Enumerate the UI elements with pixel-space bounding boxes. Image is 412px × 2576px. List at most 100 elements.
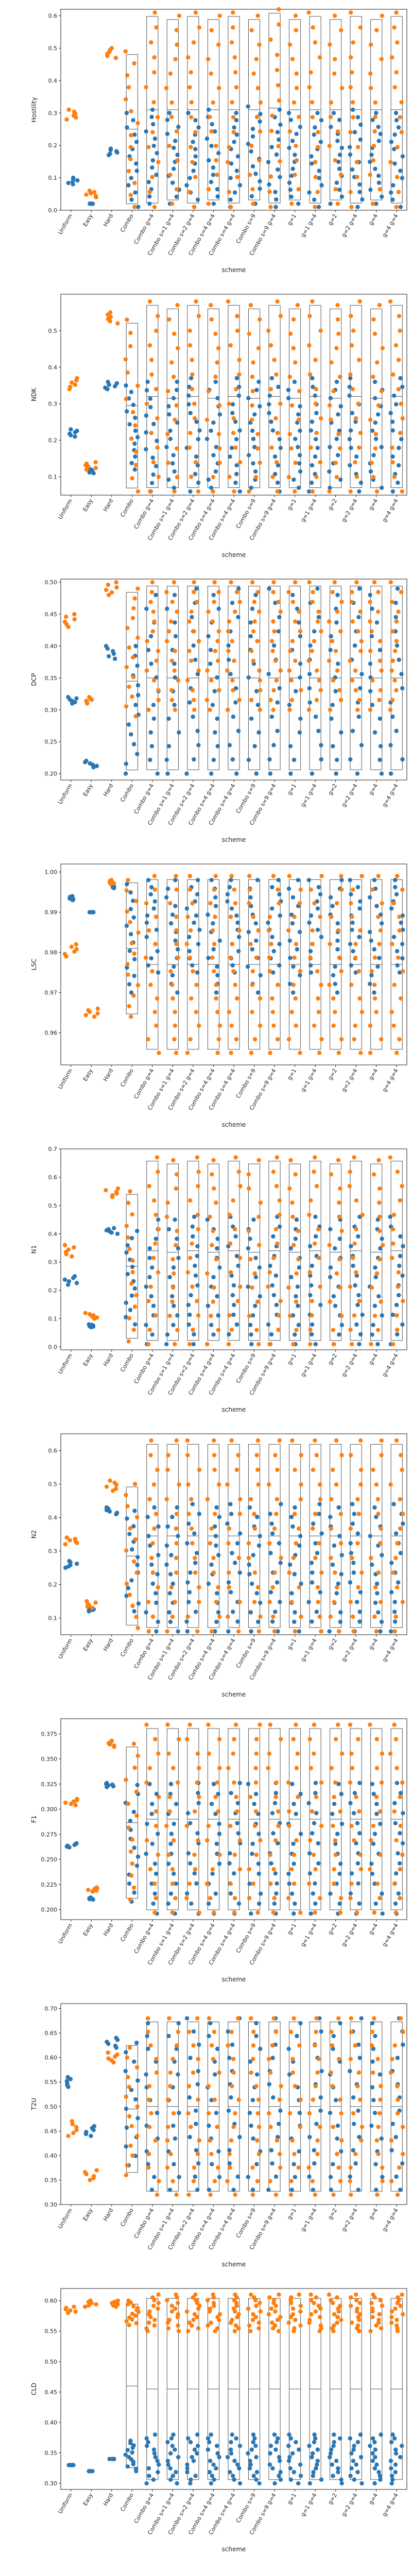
blue-point [266,160,271,164]
orange-point [368,2329,373,2333]
orange-point [308,1198,313,1203]
blue-point [246,757,251,762]
orange-point [268,1722,272,1727]
blue-point [258,187,262,191]
orange-point [174,914,179,919]
blue-point [310,1570,315,1575]
blue-point [125,882,129,887]
orange-point [391,1241,396,1246]
orange-point [66,1247,71,1252]
blue-point [292,379,297,384]
x-tick-label: Combo s=9 [235,213,257,245]
orange-point [355,2306,359,2311]
orange-point [258,317,262,322]
orange-point [267,1342,272,1347]
blue-point [348,428,353,433]
orange-point [277,2292,281,2297]
orange-point [214,143,218,148]
blue-point [214,1591,219,1596]
blue-point [170,2444,175,2448]
y-tick-label: 0.4 [48,77,58,84]
blue-point [191,140,195,144]
orange-point [354,1227,358,1232]
blue-point [330,1562,335,1567]
blue-point [168,2477,173,2482]
blue-point [230,411,235,415]
orange-point [296,187,301,192]
blue-point [129,461,134,466]
orange-point [389,1010,394,1014]
orange-point [187,955,193,960]
orange-point [209,1313,213,1318]
blue-point [135,1229,140,1233]
orange-point [211,1555,216,1561]
blue-point [273,1609,278,1614]
blue-point [209,2098,214,2103]
orange-point [156,1751,161,1756]
blue-point [335,990,340,995]
x-tick-label: Combo [119,1922,135,1943]
orange-point [288,2192,294,2197]
blue-point [307,700,312,705]
blue-point [177,2175,181,2179]
orange-point [156,2292,161,2297]
blue-point [254,2072,260,2077]
orange-point [124,1777,128,1782]
orange-point [356,2070,362,2075]
blue-point [339,878,344,883]
blue-point [124,383,128,388]
orange-point [208,2192,213,2197]
orange-point [276,2329,281,2333]
orange-point [255,1585,261,1590]
orange-point [269,2306,274,2311]
blue-point [232,2477,236,2482]
orange-point [254,2084,259,2089]
x-tick-label: g=4 [367,1067,379,1081]
orange-point [307,580,312,585]
orange-point [392,1809,397,1814]
blue-point [251,2473,256,2478]
orange-point [197,25,202,30]
blue-point [310,1619,314,1624]
blue-point [192,920,196,925]
orange-point [278,2165,283,2170]
blue-point [132,1845,136,1850]
blue-point [337,166,342,171]
orange-point [192,205,196,209]
orange-point [327,658,332,663]
blue-point [349,963,354,968]
orange-point [289,1867,294,1872]
blue-point [400,2444,404,2448]
orange-point [348,10,353,15]
orange-point [368,417,373,422]
orange-point [217,461,222,465]
orange-point [271,1614,276,1619]
orange-point [165,1200,170,1205]
orange-point [388,707,393,713]
orange-point [329,1172,334,1177]
orange-point [128,1849,133,1854]
blue-point [215,187,220,192]
orange-point [378,2097,383,2102]
blue-point [133,415,138,420]
orange-point [186,1512,191,1516]
orange-point [339,2138,344,2143]
blue-point [67,431,72,436]
blue-point [171,396,176,401]
orange-point [353,942,358,946]
orange-point [273,658,278,663]
blue-point [206,107,211,112]
blue-point [349,892,353,897]
blue-point [209,1323,214,1328]
blue-point [246,675,251,680]
blue-point [257,1265,262,1270]
blue-point [278,446,283,450]
orange-point [399,996,403,1001]
x-tick-label: Combo [119,1067,135,1088]
orange-point [268,2070,273,2075]
blue-point [174,2470,178,2475]
blue-point [297,620,301,625]
blue-point [389,906,394,911]
blue-point [307,1871,312,1876]
orange-point [214,1200,218,1205]
